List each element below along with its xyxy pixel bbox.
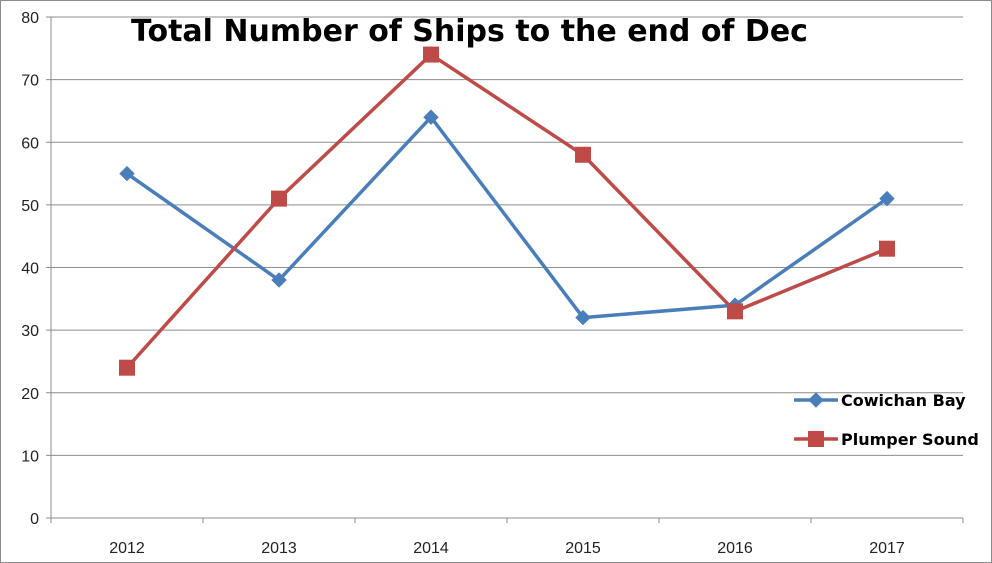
series-group — [119, 46, 895, 376]
legend: Cowichan Bay Plumper Sound — [794, 391, 979, 449]
data-point — [575, 309, 591, 326]
y-tick-label: 60 — [21, 135, 39, 152]
legend-item: Plumper Sound — [794, 430, 979, 449]
legend-label: Cowichan Bay — [841, 391, 966, 410]
legend-marker — [808, 431, 824, 447]
x-tick-label: 2016 — [717, 540, 753, 557]
data-point — [271, 190, 287, 207]
y-tick-label: 30 — [21, 323, 39, 340]
chart-title: Total Number of Ships to the end of Dec — [131, 14, 808, 49]
data-point — [119, 359, 135, 376]
axes: 0 10 20 30 40 50 60 70 80 2012 2013 2014 2015 2016 201… — [21, 10, 964, 557]
x-tick-label: 2012 — [109, 540, 145, 557]
data-point — [423, 46, 439, 63]
series-line — [125, 52, 888, 369]
y-tick-label: 80 — [21, 10, 39, 27]
data-point — [879, 190, 895, 207]
y-tick-label: 0 — [30, 511, 39, 528]
x-tick-label: 2015 — [565, 540, 601, 557]
legend-label: Plumper Sound — [841, 430, 979, 449]
y-tick-label: 40 — [21, 261, 39, 278]
data-point — [575, 146, 591, 163]
series-line — [125, 115, 889, 320]
y-tick-label: 50 — [21, 198, 39, 215]
y-tick-label: 70 — [21, 73, 39, 90]
gridlines — [51, 16, 963, 456]
y-tick-label: 10 — [21, 448, 39, 465]
x-tick-label: 2013 — [261, 540, 297, 557]
data-point — [271, 272, 287, 288]
x-tick-label: 2014 — [413, 540, 449, 557]
data-point — [423, 109, 439, 125]
y-tick-label: 20 — [21, 386, 39, 403]
x-tick-label: 2017 — [869, 540, 905, 557]
legend-item: Cowichan Bay — [794, 391, 966, 410]
data-point — [727, 303, 743, 320]
legend-marker — [808, 392, 824, 408]
data-point — [879, 240, 895, 257]
series-plumper-sound — [119, 46, 895, 376]
data-point — [119, 165, 135, 182]
